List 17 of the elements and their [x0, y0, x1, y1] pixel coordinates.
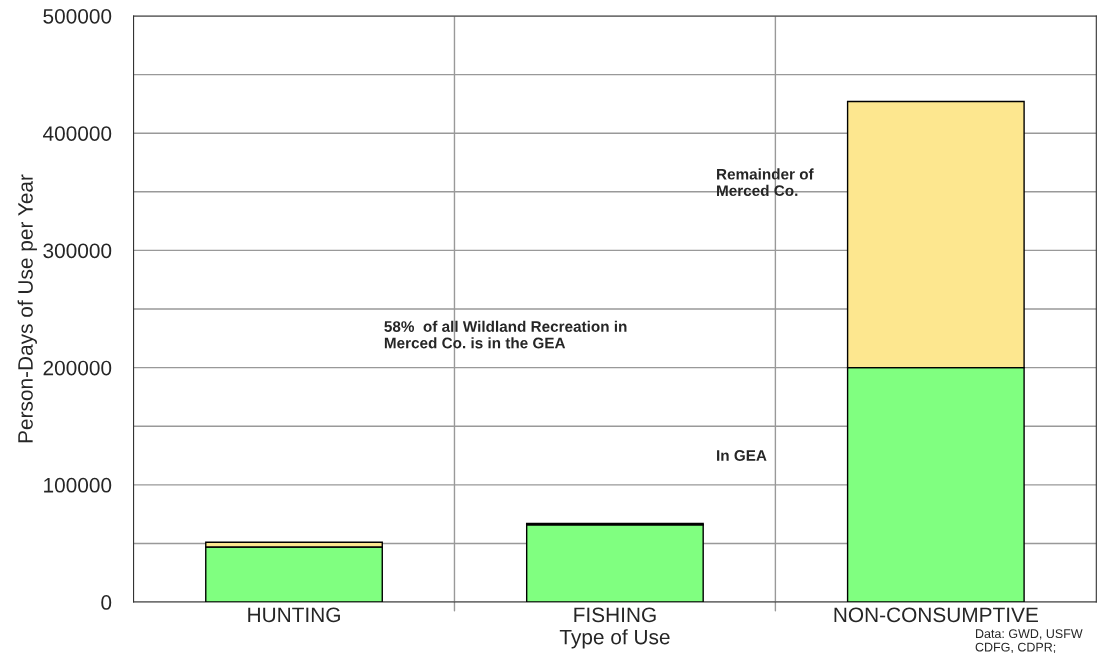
annotation: Remainder of Merced Co. [717, 168, 814, 197]
y-axis-title: Person-Days of Use per Year [17, 174, 37, 443]
annotation: In GEA [717, 450, 767, 461]
y-tick-label: 300000 [43, 243, 112, 259]
y-tick-label: 400000 [43, 126, 112, 141]
x-axis-title: Type of Use [559, 629, 670, 649]
y-tick-label: 500000 [43, 8, 112, 24]
annotation: 58% of all Wildland Recreation in Merced Co. is in the GEA [384, 320, 627, 349]
x-tick-label: FISHING [574, 607, 656, 623]
y-tick-label: 100000 [44, 477, 112, 493]
x-tick-label: NON-CONSUMPTIVE [834, 607, 1038, 623]
x-tick-label: HUNTING [248, 607, 340, 623]
bar [205, 546, 383, 603]
bar [525, 524, 704, 603]
y-tick-label: 200000 [43, 360, 112, 376]
text: Data: GWD, USFW CDFG, CDPR; [975, 629, 1083, 654]
y-tick-label: 0 [101, 595, 112, 610]
